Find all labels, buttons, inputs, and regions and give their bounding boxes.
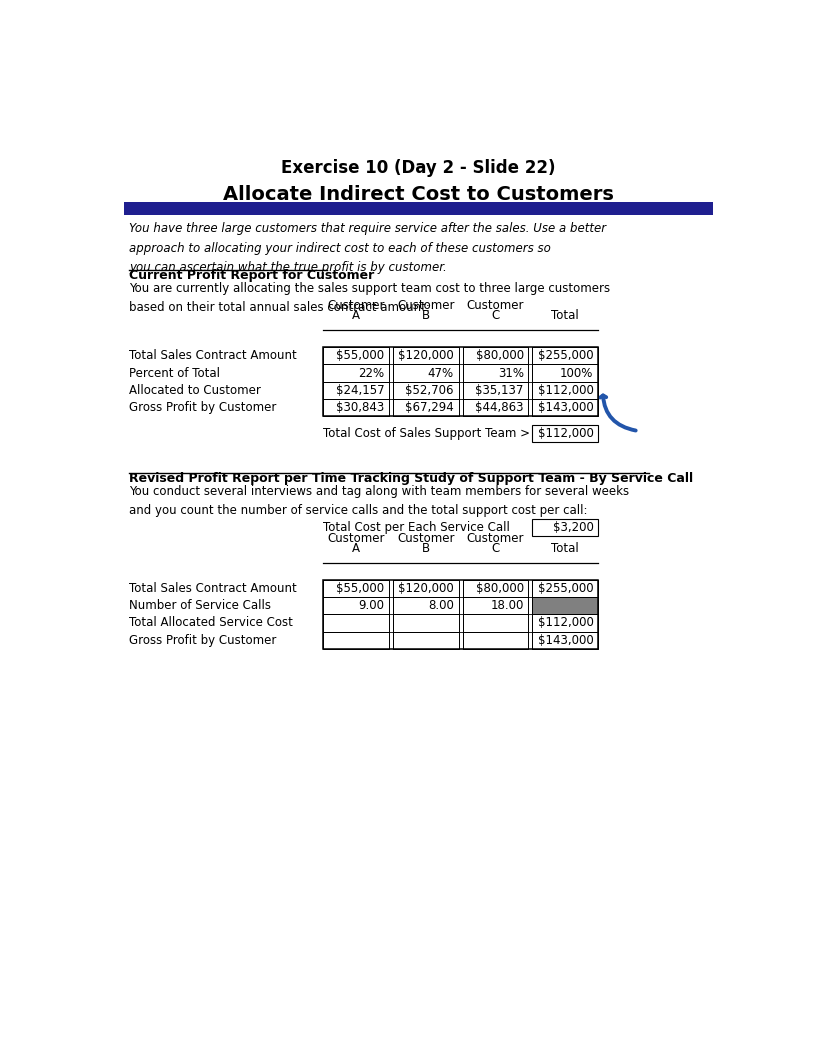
Bar	[462, 597, 529, 614]
Text: $120,000: $120,000	[398, 581, 454, 595]
Bar	[462, 347, 529, 365]
Bar	[323, 347, 598, 416]
Text: $44,863: $44,863	[475, 402, 524, 414]
Text: $30,843: $30,843	[336, 402, 384, 414]
Text: A: A	[352, 310, 360, 322]
Bar	[323, 614, 389, 632]
Bar	[532, 400, 598, 416]
Bar	[462, 365, 529, 382]
Bar	[462, 579, 529, 597]
Text: $80,000: $80,000	[475, 349, 524, 363]
Bar	[323, 347, 389, 365]
Bar	[532, 632, 598, 649]
Bar	[124, 202, 712, 216]
Text: $143,000: $143,000	[538, 402, 593, 414]
Text: $255,000: $255,000	[538, 581, 593, 595]
Text: $24,157: $24,157	[336, 384, 384, 396]
Text: 9.00: 9.00	[358, 599, 384, 612]
Bar	[393, 614, 458, 632]
Text: Revised Profit Report per Time Tracking Study of Support Team - By Service Call: Revised Profit Report per Time Tracking …	[129, 471, 694, 485]
Text: $143,000: $143,000	[538, 634, 593, 647]
Text: $55,000: $55,000	[336, 581, 384, 595]
Bar	[532, 597, 598, 614]
Text: Gross Profit by Customer: Gross Profit by Customer	[129, 634, 277, 647]
Bar	[462, 382, 529, 400]
Text: $52,706: $52,706	[405, 384, 454, 396]
Bar	[323, 382, 389, 400]
Text: 8.00: 8.00	[428, 599, 454, 612]
Bar	[462, 400, 529, 416]
Text: Total Sales Contract Amount: Total Sales Contract Amount	[129, 581, 297, 595]
Bar	[393, 597, 458, 614]
Text: C: C	[491, 310, 499, 322]
Text: Total Cost per Each Service Call: Total Cost per Each Service Call	[323, 521, 510, 534]
Text: $55,000: $55,000	[336, 349, 384, 363]
Text: Total Allocated Service Cost: Total Allocated Service Cost	[129, 616, 293, 629]
Text: Customer: Customer	[327, 532, 385, 545]
Bar	[323, 400, 389, 416]
Text: Customer: Customer	[397, 299, 454, 313]
Bar	[532, 347, 598, 365]
Text: Total Sales Contract Amount: Total Sales Contract Amount	[129, 349, 297, 363]
Text: 47%: 47%	[428, 367, 454, 379]
Bar	[532, 614, 598, 632]
Text: Customer: Customer	[397, 532, 454, 545]
Text: Customer: Customer	[327, 299, 385, 313]
Bar	[323, 365, 389, 382]
Bar	[323, 597, 389, 614]
Bar	[462, 632, 529, 649]
Text: B: B	[422, 310, 430, 322]
Bar	[532, 579, 598, 597]
Text: $112,000: $112,000	[538, 384, 593, 396]
Text: Number of Service Calls: Number of Service Calls	[129, 599, 271, 612]
Text: Customer: Customer	[467, 299, 525, 313]
Text: Customer: Customer	[467, 532, 525, 545]
Bar	[532, 365, 598, 382]
Bar	[462, 614, 529, 632]
Bar	[532, 597, 598, 614]
Bar	[532, 519, 598, 536]
Bar	[532, 425, 598, 442]
Text: $112,000: $112,000	[538, 427, 593, 440]
Bar	[393, 347, 458, 365]
Text: $3,200: $3,200	[552, 521, 593, 534]
Text: C: C	[491, 542, 499, 555]
Text: $112,000: $112,000	[538, 616, 593, 629]
Text: Gross Profit by Customer: Gross Profit by Customer	[129, 402, 277, 414]
Text: Percent of Total: Percent of Total	[129, 367, 221, 379]
Text: Total Cost of Sales Support Team >: Total Cost of Sales Support Team >	[323, 427, 530, 440]
Text: B: B	[422, 542, 430, 555]
Text: Allocated to Customer: Allocated to Customer	[129, 384, 261, 396]
Text: Total: Total	[551, 542, 579, 555]
Text: Exercise 10 (Day 2 - Slide 22): Exercise 10 (Day 2 - Slide 22)	[282, 160, 556, 178]
Text: $80,000: $80,000	[475, 581, 524, 595]
Bar	[323, 579, 389, 597]
Bar	[323, 632, 389, 649]
Text: $67,294: $67,294	[405, 402, 454, 414]
Text: Total: Total	[551, 310, 579, 322]
Bar	[393, 382, 458, 400]
Text: Current Profit Report for Customer: Current Profit Report for Customer	[129, 268, 374, 281]
Text: $35,137: $35,137	[475, 384, 524, 396]
Bar	[393, 579, 458, 597]
Text: You conduct several interviews and tag along with team members for several weeks: You conduct several interviews and tag a…	[129, 485, 629, 517]
Text: 22%: 22%	[358, 367, 384, 379]
Text: $120,000: $120,000	[398, 349, 454, 363]
Text: Allocate Indirect Cost to Customers: Allocate Indirect Cost to Customers	[223, 185, 614, 204]
Bar	[393, 632, 458, 649]
Bar	[393, 400, 458, 416]
Text: 31%: 31%	[498, 367, 524, 379]
Bar	[393, 365, 458, 382]
Text: A: A	[352, 542, 360, 555]
Text: You are currently allocating the sales support team cost to three large customer: You are currently allocating the sales s…	[129, 281, 610, 314]
Text: 18.00: 18.00	[490, 599, 524, 612]
Bar	[323, 579, 598, 649]
Bar	[532, 382, 598, 400]
Text: 100%: 100%	[560, 367, 593, 379]
Text: $255,000: $255,000	[538, 349, 593, 363]
Text: You have three large customers that require service after the sales. Use a bette: You have three large customers that requ…	[129, 222, 606, 275]
